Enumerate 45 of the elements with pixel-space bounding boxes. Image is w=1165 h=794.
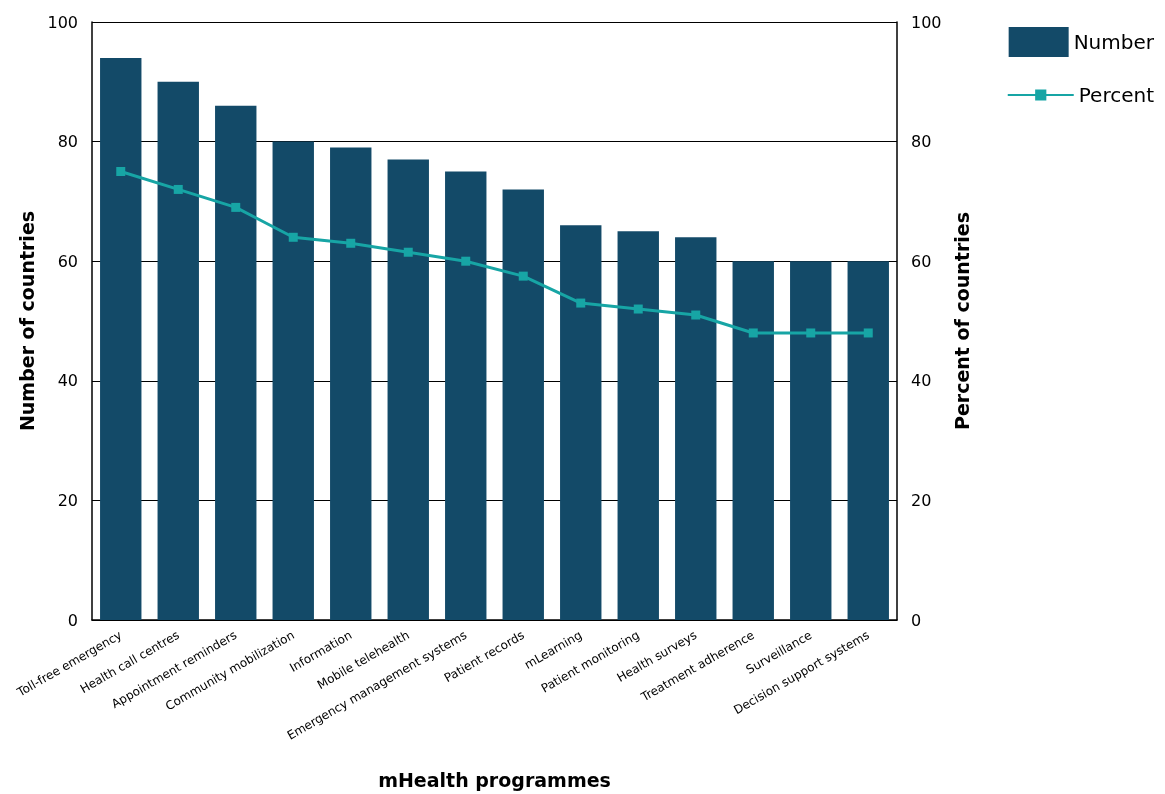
bar xyxy=(732,261,774,620)
point xyxy=(173,184,183,194)
bar xyxy=(502,189,544,620)
bar xyxy=(847,261,889,620)
y-tick-label: 40 xyxy=(57,371,78,391)
point xyxy=(748,328,758,338)
point xyxy=(863,328,873,338)
y2-axis-title: Percent of countries xyxy=(950,211,973,431)
point xyxy=(633,304,643,314)
bar xyxy=(330,147,372,620)
bar xyxy=(215,105,257,620)
point xyxy=(518,271,528,281)
bar xyxy=(675,237,717,620)
bar xyxy=(157,81,199,620)
bar xyxy=(617,231,659,620)
y2-tick-label: 40 xyxy=(911,371,932,391)
y2-tick-label: 0 xyxy=(911,610,922,630)
y-tick-label: 0 xyxy=(67,610,78,630)
point xyxy=(691,310,701,320)
legend-label: Percent xyxy=(1078,83,1155,107)
y-tick-label: 20 xyxy=(57,490,78,510)
y-axis-title: Number of countries xyxy=(16,210,39,432)
bar xyxy=(790,261,832,620)
point xyxy=(461,256,471,266)
point xyxy=(403,247,413,257)
bar xyxy=(560,225,602,620)
bar xyxy=(387,159,429,620)
x-axis-title: mHealth programmes xyxy=(378,768,611,791)
y2-tick-label: 100 xyxy=(911,12,942,32)
point xyxy=(576,298,586,308)
y-tick-label: 60 xyxy=(57,251,78,271)
y-tick-label: 80 xyxy=(57,132,78,152)
point xyxy=(288,232,298,242)
y2-tick-label: 20 xyxy=(911,490,932,510)
point xyxy=(806,328,816,338)
y2-tick-label: 60 xyxy=(911,251,932,271)
y-tick-label: 100 xyxy=(47,12,78,32)
point xyxy=(346,238,356,248)
legend-label: Number xyxy=(1073,30,1155,54)
bar xyxy=(272,141,314,620)
y2-tick-label: 80 xyxy=(911,132,932,152)
point xyxy=(231,202,241,212)
bar xyxy=(100,57,142,620)
bar xyxy=(445,171,487,620)
point xyxy=(116,167,126,176)
